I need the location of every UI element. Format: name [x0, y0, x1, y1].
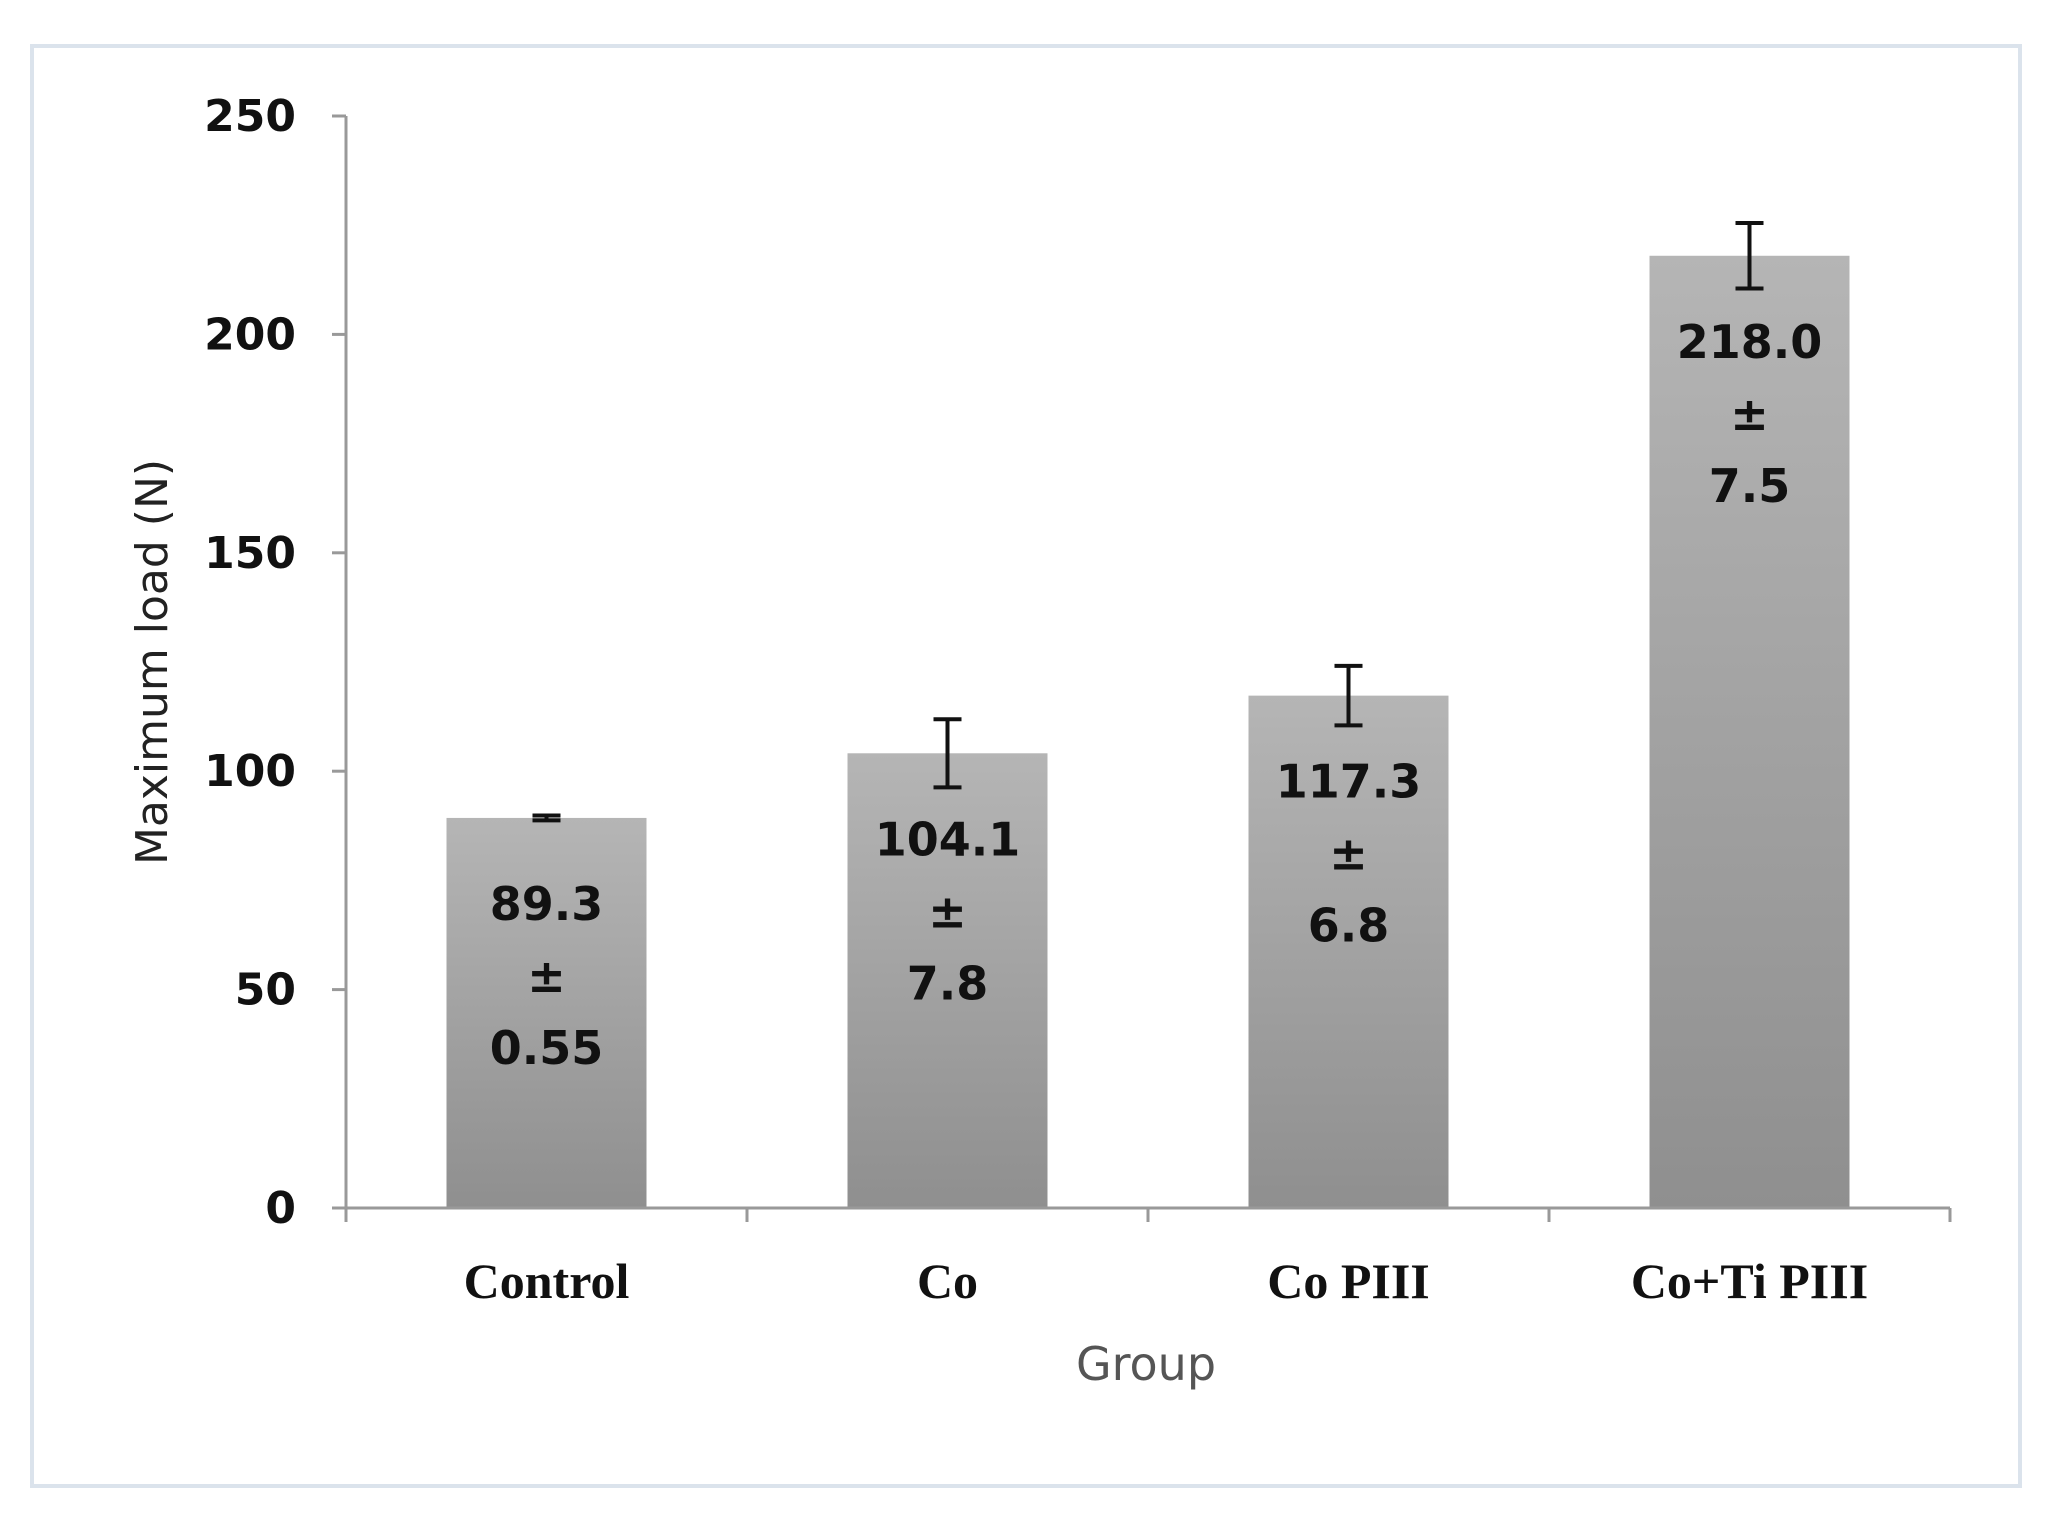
- data-label-0-2: 0.55: [490, 1021, 604, 1075]
- y-tick-label-3: 150: [204, 528, 296, 579]
- category-label-0: Control: [464, 1253, 630, 1309]
- bar-1: [847, 753, 1048, 1208]
- data-label-0-0: 89.3: [490, 877, 604, 931]
- error-bar-3: [1735, 221, 1764, 291]
- data-label-2-1: ±: [1329, 827, 1368, 881]
- category-label-3: Co+Ti PIII: [1631, 1253, 1868, 1309]
- bars-layer: [446, 255, 1850, 1208]
- error-bar-1: [933, 717, 962, 790]
- data-label-1-0: 104.1: [875, 812, 1021, 866]
- data-label-2-2: 6.8: [1308, 899, 1390, 953]
- data-label-1-1: ±: [928, 884, 967, 938]
- data-label-3-0: 218.0: [1677, 315, 1823, 369]
- axes-layer: [332, 114, 1952, 1222]
- bar-2: [1248, 695, 1449, 1208]
- x-axis-title: Group: [1076, 1337, 1216, 1391]
- y-tick-label-2: 100: [204, 746, 296, 797]
- y-tick-label-1: 50: [235, 965, 296, 1016]
- y-tick-label-0: 0: [265, 1183, 296, 1234]
- data-label-1-2: 7.8: [907, 956, 989, 1010]
- labels-layer: 0 50 100 150 200 250 Control Co Co PIII Co+Ti PII…: [204, 91, 1868, 1309]
- category-label-2: Co PIII: [1267, 1253, 1430, 1309]
- data-label-0-1: ±: [527, 949, 566, 1003]
- data-label-3-1: ±: [1730, 387, 1769, 441]
- bar-3: [1649, 255, 1850, 1208]
- error-bar-2: [1334, 663, 1363, 728]
- y-tick-label-5: 250: [204, 91, 296, 142]
- bar-0: [446, 817, 647, 1208]
- y-tick-label-4: 200: [204, 309, 296, 360]
- y-axis-title: Maximum load (N): [127, 459, 178, 865]
- error-bar-0: [532, 813, 561, 823]
- data-label-3-2: 7.5: [1709, 459, 1791, 513]
- error-bars-layer: [532, 221, 1764, 823]
- data-label-2-0: 117.3: [1276, 755, 1422, 809]
- category-label-1: Co: [917, 1253, 978, 1309]
